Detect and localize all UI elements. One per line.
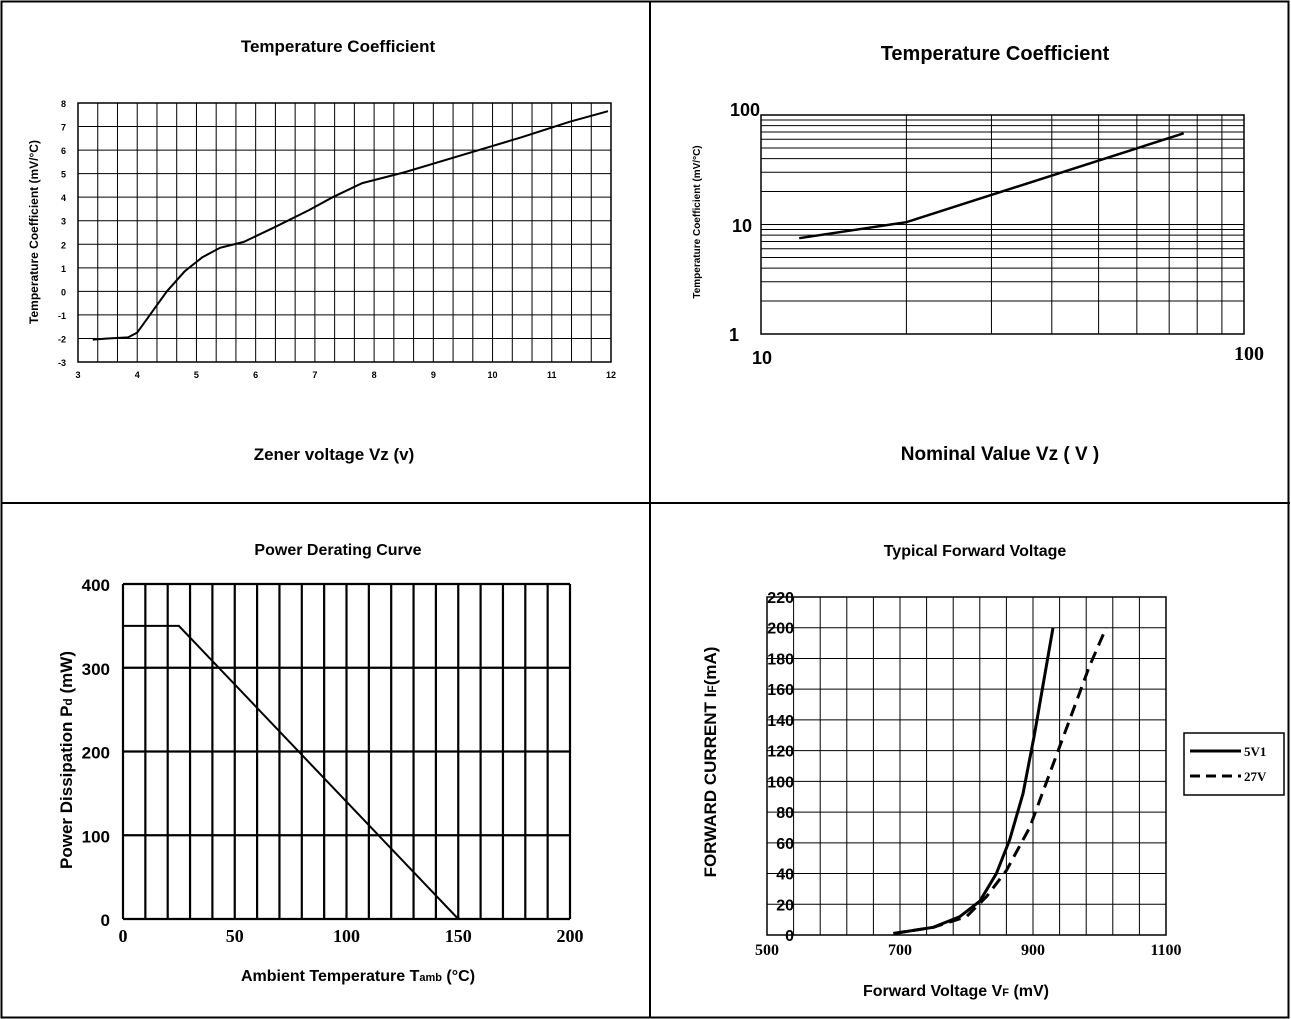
x-tick-label: 10 xyxy=(488,370,498,380)
y-axis-label-part: (mW) xyxy=(57,651,76,698)
x-tick-label: 500 xyxy=(755,942,779,959)
y-tick-label: 4 xyxy=(61,193,66,203)
x-axis-label-part: amb xyxy=(419,972,442,984)
x-axis-label-part: (mV) xyxy=(1009,983,1049,1000)
y-tick-label: 300 xyxy=(82,660,110,679)
x-axis-label-part: (°C) xyxy=(442,968,475,985)
y-tick-label: -1 xyxy=(58,311,66,321)
chart-title: Temperature Coefficient xyxy=(881,43,1110,65)
y-tick-label: 160 xyxy=(767,682,794,699)
x-tick-label: 50 xyxy=(226,926,244,946)
legend: 5V1 27V xyxy=(1184,733,1284,795)
x-axis-label-part: Ambient Temperature T xyxy=(241,968,420,985)
y-axis-label-part: F xyxy=(705,685,719,692)
y-axis-label: Temperature Coefficient (mV/°C) xyxy=(692,145,703,298)
y-tick-label: 200 xyxy=(767,621,794,638)
y-tick-label: 1 xyxy=(729,325,739,345)
y-tick-label: 120 xyxy=(767,744,794,761)
x-axis-label: Forward Voltage VF (mV) xyxy=(863,983,1049,1000)
x-tick-label: 11 xyxy=(547,370,557,380)
legend-box xyxy=(1184,733,1284,795)
y-tick-label: -2 xyxy=(58,334,66,344)
y-tick-label: 20 xyxy=(776,897,794,914)
x-tick-label: 4 xyxy=(135,370,140,380)
x-tick-label: 900 xyxy=(1021,942,1045,959)
x-axis-label: Ambient Temperature Tamb (°C) xyxy=(241,968,475,985)
chart-tc-log: 10 100 1 10 100 Temperature Coefficient Nomina… xyxy=(692,43,1264,465)
y-axis-label-part: (mA) xyxy=(701,647,720,686)
legend-label: 5V1 xyxy=(1244,744,1266,759)
series-line xyxy=(93,111,608,339)
y-tick-label: 80 xyxy=(776,805,794,822)
y-tick-label: 220 xyxy=(767,590,794,607)
y-tick-label: 2 xyxy=(61,240,66,250)
y-tick-label: 100 xyxy=(767,774,794,791)
y-tick-label: 10 xyxy=(732,216,752,236)
series-line-27v xyxy=(893,628,1106,934)
y-tick-label: 40 xyxy=(776,867,794,884)
y-tick-label: 5 xyxy=(61,170,66,180)
y-tick-label: 1 xyxy=(61,264,66,274)
y-axis-label: FORWARD CURRENT IF(mA) xyxy=(701,647,720,878)
y-tick-label: 180 xyxy=(767,651,794,668)
y-tick-label: -3 xyxy=(58,358,66,368)
chart-title: Power Derating Curve xyxy=(254,542,421,559)
x-tick-label: 5 xyxy=(194,370,199,380)
chart-tc-linear: 3 4 5 6 7 8 9 10 11 12-3-2-1012345678Temperature … xyxy=(27,37,616,464)
chart-title: Typical Forward Voltage xyxy=(884,543,1067,560)
chart-forward-voltage: 500 700 900 1100 0 20 40 60 80 100 120 140 160 180 200… xyxy=(701,543,1284,1000)
x-tick-label: 200 xyxy=(557,926,584,946)
y-tick-label: 6 xyxy=(61,146,66,156)
x-axis-label: Nominal Value Vz ( V ) xyxy=(901,444,1100,465)
chart-power-derating: 0 50 100 150 200 0 100 200 300 400 Power Derating … xyxy=(57,542,584,985)
x-tick-label: 12 xyxy=(606,370,616,380)
x-tick-label: 0 xyxy=(119,926,128,946)
y-tick-label: 7 xyxy=(61,123,66,133)
y-tick-label: 8 xyxy=(61,99,66,109)
x-tick-label: 100 xyxy=(1234,343,1264,365)
y-axis-label-part: d xyxy=(61,698,75,705)
y-tick-label: 0 xyxy=(785,928,794,945)
x-tick-label: 150 xyxy=(445,926,472,946)
y-axis-label-part: FORWARD CURRENT I xyxy=(701,693,720,878)
y-tick-label: 100 xyxy=(82,827,110,846)
x-axis-label-part: Forward Voltage V xyxy=(863,983,1003,1000)
x-axis-label: Zener voltage Vz (v) xyxy=(254,445,415,464)
x-tick-label: 8 xyxy=(372,370,377,380)
y-axis-label: Temperature Coefficient (mV/°C) xyxy=(27,140,41,324)
y-tick-label: 200 xyxy=(82,744,110,763)
x-tick-label: 9 xyxy=(431,370,436,380)
y-tick-label: 0 xyxy=(101,911,110,930)
chart-title: Temperature Coefficient xyxy=(241,37,436,56)
y-tick-label: 60 xyxy=(776,836,794,853)
x-tick-label: 6 xyxy=(253,370,258,380)
series-line-5v1 xyxy=(893,628,1053,934)
plot-frame xyxy=(78,103,611,362)
y-tick-label: 3 xyxy=(61,217,66,227)
y-tick-label: 100 xyxy=(730,100,760,120)
series-line xyxy=(123,626,458,919)
x-tick-label: 7 xyxy=(312,370,317,380)
y-axis-label-part: Power Dissipation P xyxy=(57,706,76,869)
y-axis-label: Power Dissipation Pd (mW) xyxy=(57,651,76,869)
x-tick-label: 10 xyxy=(752,348,772,368)
y-tick-label: 400 xyxy=(82,576,110,595)
x-tick-label: 1100 xyxy=(1150,942,1181,959)
plot-frame xyxy=(767,597,1166,935)
x-tick-label: 3 xyxy=(75,370,80,380)
legend-label: 27V xyxy=(1244,769,1267,784)
x-tick-label: 700 xyxy=(888,942,912,959)
y-tick-label: 140 xyxy=(767,713,794,730)
x-tick-label: 100 xyxy=(333,926,360,946)
y-tick-label: 0 xyxy=(61,287,66,297)
